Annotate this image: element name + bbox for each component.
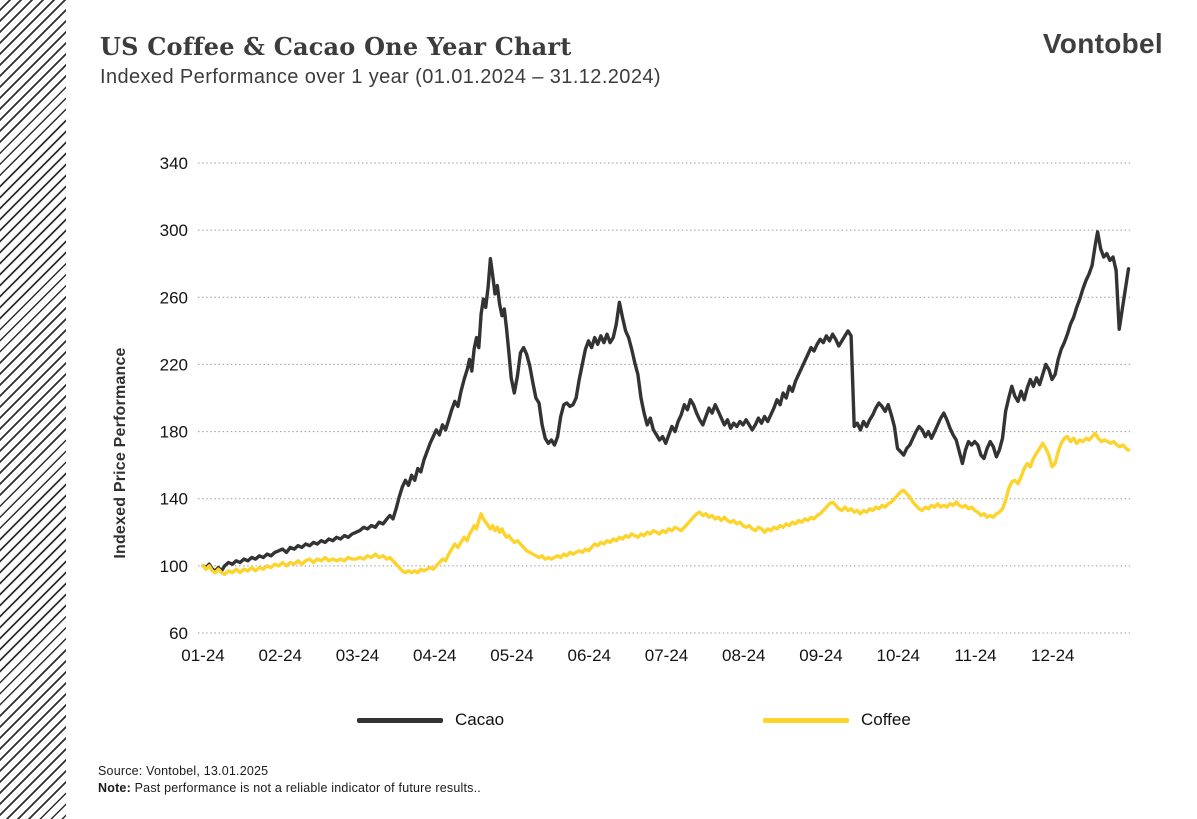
vontobel-logo: Vontobel [1042, 28, 1163, 59]
x-tick-label: 01-24 [181, 646, 224, 665]
coffee-legend-label: Coffee [861, 710, 911, 729]
x-tick-label: 05-24 [490, 646, 533, 665]
cacao-legend-line [357, 717, 443, 723]
x-tick-label: 11-24 [954, 646, 996, 665]
y-tick-label: 260 [160, 288, 188, 307]
y-tick-label: 340 [160, 154, 188, 173]
cacao-legend-label: Cacao [455, 710, 505, 729]
y-tick-label: 140 [160, 490, 188, 509]
coffee-legend-line [763, 717, 849, 723]
x-tick-label: 06-24 [568, 646, 611, 665]
y-tick-label: 300 [160, 221, 188, 240]
coffee-line [201, 431, 1131, 576]
page-subtitle: Indexed Performance over 1 year (01.01.2… [100, 66, 661, 88]
x-tick-label: 08-24 [722, 646, 765, 665]
note-text: Past performance is not a reliable indic… [130, 780, 481, 795]
y-tick-label: 180 [160, 423, 188, 442]
y-tick-label: 100 [160, 557, 188, 576]
x-tick-label: 02-24 [259, 646, 302, 665]
source-text: Source: Vontobel, 13.01.2025 [98, 764, 269, 778]
cacao-line [201, 230, 1131, 573]
x-tick-label: 09-24 [799, 646, 842, 665]
hatch-stripes-decoration [0, 0, 66, 819]
legend-item-coffee: Coffee [763, 710, 911, 730]
x-tick-label: 03-24 [336, 646, 379, 665]
page-title: US Coffee & Cacao One Year Chart [100, 32, 572, 61]
y-tick-label: 60 [169, 624, 188, 643]
x-tick-label: 04-24 [413, 646, 456, 665]
x-tick-label: 07-24 [645, 646, 688, 665]
note-line: Note: Past performance is not a reliable… [98, 780, 481, 797]
x-tick-label: 10-24 [877, 646, 920, 665]
y-tick-label: 220 [160, 355, 188, 374]
x-tick-label: 12-24 [1031, 646, 1074, 665]
note-label: Note: [98, 780, 131, 795]
legend-item-cacao: Cacao [357, 710, 504, 730]
footer: Source: Vontobel, 13.01.2025 Note: Past … [98, 763, 481, 796]
